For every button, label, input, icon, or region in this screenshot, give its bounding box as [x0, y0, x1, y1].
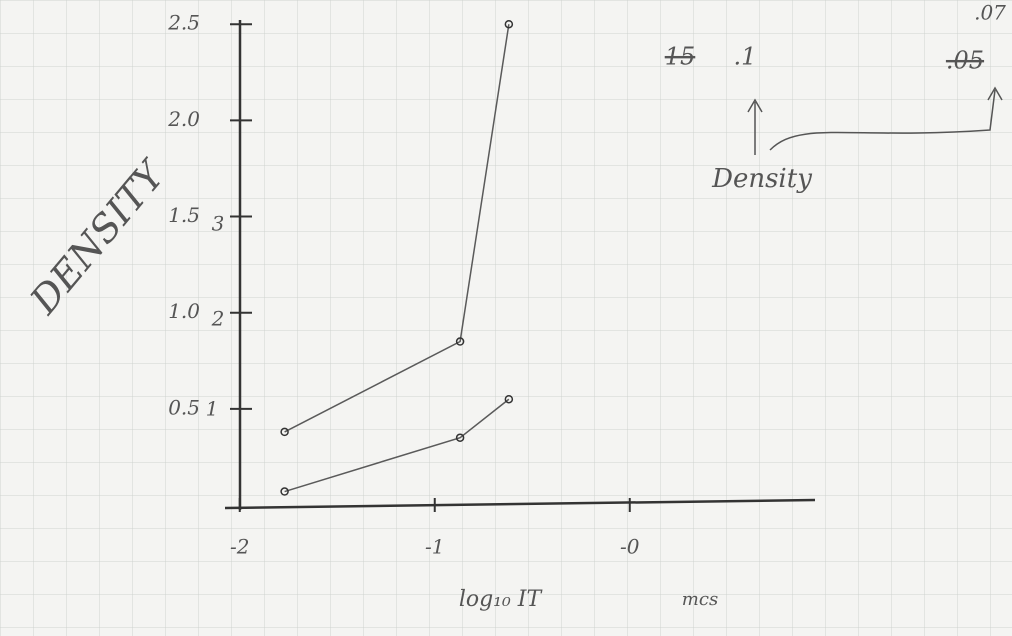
x-tick-label: -1: [425, 535, 444, 559]
annotation: 1: [206, 397, 219, 421]
page: DENSITY log₁₀ IT 0.51.01.52.02.5-2-1-0mc…: [0, 0, 1012, 636]
x-tick-label: -0: [620, 535, 640, 559]
x-tick-label: -2: [230, 535, 249, 559]
y-tick-label: 0.5: [168, 395, 200, 419]
y-tick-label: 2.5: [167, 11, 200, 35]
annotation: mcs: [682, 589, 718, 610]
annotation: .05: [946, 47, 984, 75]
y-tick-label: 1.0: [168, 299, 200, 323]
annotation: .1: [734, 43, 757, 71]
chart: DENSITY log₁₀ IT 0.51.01.52.02.5-2-1-0mc…: [0, 0, 1012, 636]
annotation: .07: [974, 1, 1006, 25]
y-tick-label: 2.0: [167, 107, 200, 131]
x-axis-label: log₁₀ IT: [459, 587, 544, 612]
graph-paper: [0, 0, 1012, 636]
annotation: Density: [711, 164, 812, 194]
y-tick-label: 1.5: [168, 203, 200, 227]
annotation: 3: [212, 212, 225, 236]
annotation: 15: [665, 43, 696, 71]
annotation: 2: [211, 307, 225, 331]
